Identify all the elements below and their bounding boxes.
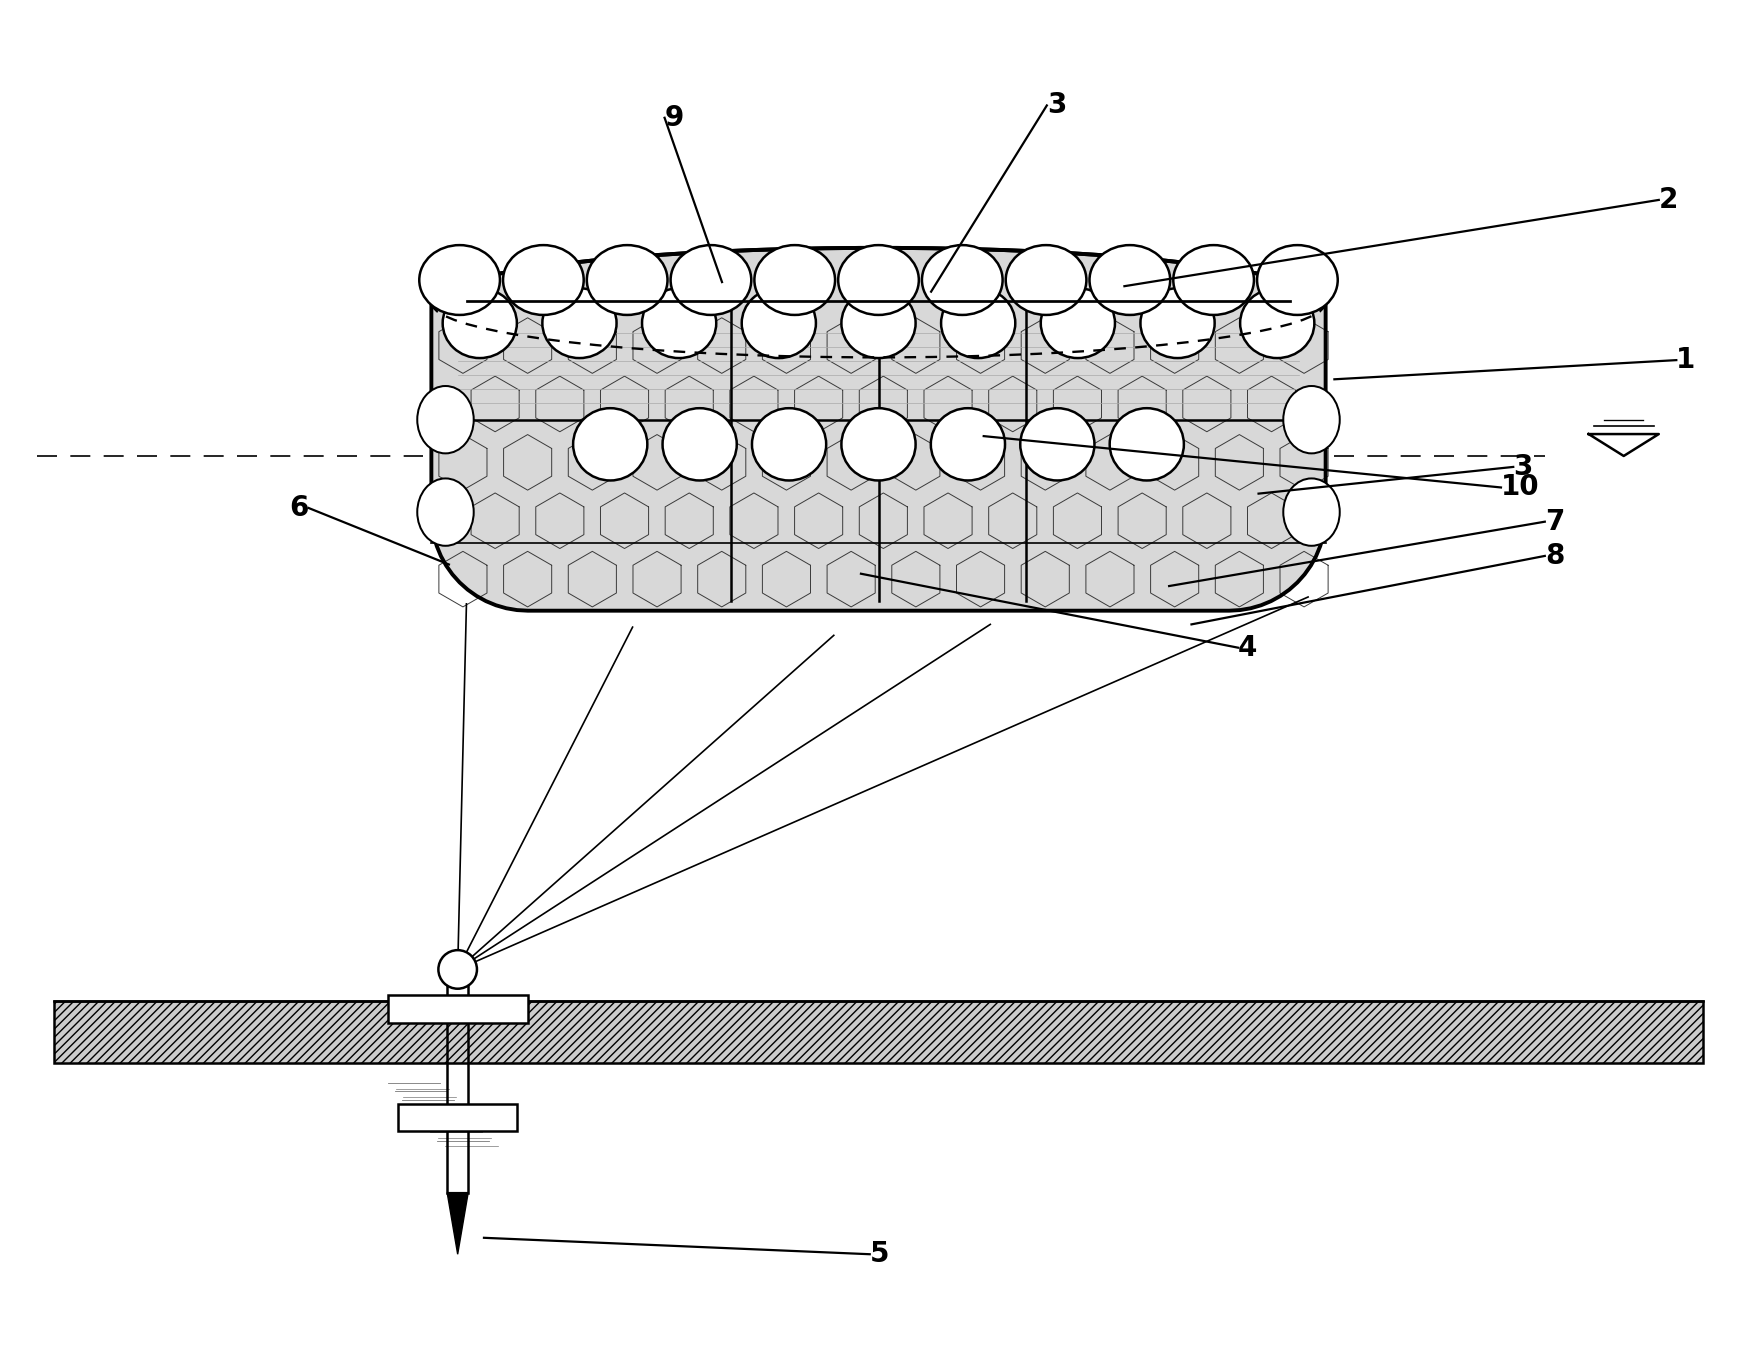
- Ellipse shape: [1089, 246, 1170, 316]
- Text: 3: 3: [1513, 453, 1532, 482]
- Ellipse shape: [1174, 246, 1254, 316]
- Ellipse shape: [1240, 288, 1314, 358]
- Polygon shape: [399, 1103, 517, 1131]
- Text: 1: 1: [1676, 346, 1696, 375]
- Ellipse shape: [741, 288, 815, 358]
- Polygon shape: [54, 1002, 1703, 1062]
- Ellipse shape: [754, 246, 835, 316]
- Ellipse shape: [842, 288, 915, 358]
- Text: 10: 10: [1500, 473, 1539, 501]
- Ellipse shape: [838, 246, 919, 316]
- Ellipse shape: [1256, 246, 1337, 316]
- Ellipse shape: [641, 288, 717, 358]
- Text: 3: 3: [1047, 92, 1066, 119]
- Ellipse shape: [573, 409, 647, 480]
- Ellipse shape: [1283, 386, 1341, 453]
- Ellipse shape: [922, 246, 1003, 316]
- Ellipse shape: [416, 479, 474, 546]
- Ellipse shape: [543, 288, 617, 358]
- Polygon shape: [388, 996, 527, 1024]
- Ellipse shape: [1140, 288, 1214, 358]
- Text: 4: 4: [1239, 634, 1258, 661]
- Ellipse shape: [420, 246, 501, 316]
- Text: 2: 2: [1659, 187, 1678, 214]
- Text: 6: 6: [290, 494, 309, 521]
- Ellipse shape: [1283, 479, 1341, 546]
- Ellipse shape: [1040, 288, 1116, 358]
- Text: 5: 5: [870, 1240, 889, 1268]
- Text: 7: 7: [1544, 508, 1564, 535]
- Ellipse shape: [752, 409, 826, 480]
- Ellipse shape: [443, 288, 517, 358]
- Text: 9: 9: [664, 104, 683, 132]
- Ellipse shape: [587, 246, 668, 316]
- Ellipse shape: [1021, 409, 1095, 480]
- Ellipse shape: [942, 288, 1016, 358]
- Ellipse shape: [931, 409, 1005, 480]
- Ellipse shape: [671, 246, 752, 316]
- Ellipse shape: [503, 246, 583, 316]
- Ellipse shape: [1110, 409, 1184, 480]
- Polygon shape: [432, 248, 1325, 611]
- Ellipse shape: [1005, 246, 1086, 316]
- Ellipse shape: [662, 409, 736, 480]
- Ellipse shape: [416, 386, 474, 453]
- Ellipse shape: [842, 409, 915, 480]
- Circle shape: [439, 951, 476, 989]
- Polygon shape: [446, 1192, 467, 1254]
- Text: 8: 8: [1544, 542, 1564, 569]
